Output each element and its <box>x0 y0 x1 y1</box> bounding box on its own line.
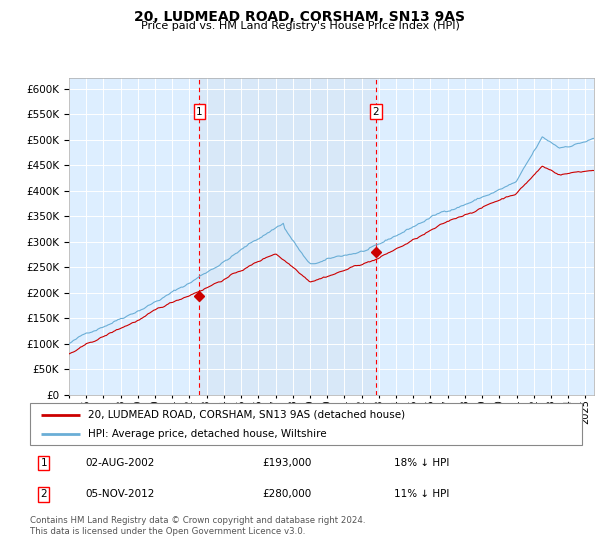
Text: 02-AUG-2002: 02-AUG-2002 <box>85 458 155 468</box>
Text: 2: 2 <box>373 106 379 116</box>
Text: 1: 1 <box>40 458 47 468</box>
Text: Contains HM Land Registry data © Crown copyright and database right 2024.
This d: Contains HM Land Registry data © Crown c… <box>30 516 365 536</box>
FancyBboxPatch shape <box>30 403 582 445</box>
Text: HPI: Average price, detached house, Wiltshire: HPI: Average price, detached house, Wilt… <box>88 429 326 439</box>
Text: 05-NOV-2012: 05-NOV-2012 <box>85 489 155 500</box>
Text: 11% ↓ HPI: 11% ↓ HPI <box>394 489 449 500</box>
Text: 18% ↓ HPI: 18% ↓ HPI <box>394 458 449 468</box>
Text: £193,000: £193,000 <box>262 458 311 468</box>
Text: 2: 2 <box>40 489 47 500</box>
Text: £280,000: £280,000 <box>262 489 311 500</box>
Text: 20, LUDMEAD ROAD, CORSHAM, SN13 9AS (detached house): 20, LUDMEAD ROAD, CORSHAM, SN13 9AS (det… <box>88 409 405 419</box>
Text: 1: 1 <box>196 106 203 116</box>
Bar <box>199 78 376 395</box>
Text: Price paid vs. HM Land Registry's House Price Index (HPI): Price paid vs. HM Land Registry's House … <box>140 21 460 31</box>
Text: 20, LUDMEAD ROAD, CORSHAM, SN13 9AS: 20, LUDMEAD ROAD, CORSHAM, SN13 9AS <box>134 10 466 24</box>
